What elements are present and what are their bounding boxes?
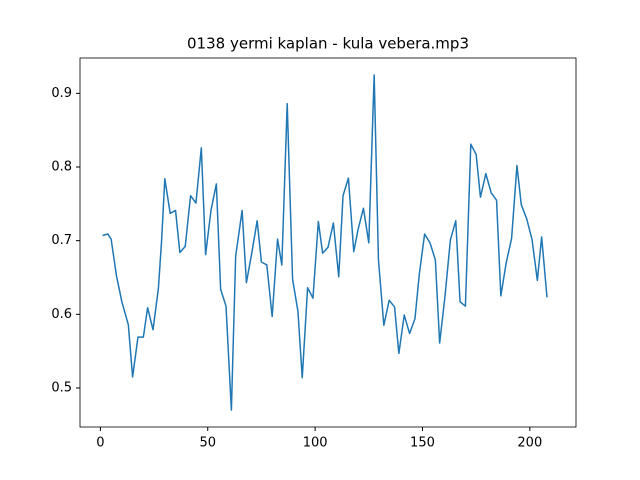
y-tick-label: 0.9 — [51, 86, 72, 101]
chart-title: 0138 yermi kaplan - kula vebera.mp3 — [187, 35, 469, 53]
x-tick-label: 50 — [199, 436, 216, 451]
x-tick-label: 0 — [96, 436, 104, 451]
y-tick-label: 0.6 — [51, 307, 72, 322]
x-tick-label: 100 — [303, 436, 328, 451]
y-tick-label: 0.7 — [51, 233, 72, 248]
y-tick-label: 0.8 — [51, 160, 72, 175]
x-tick-label: 150 — [410, 436, 435, 451]
line — [102, 74, 548, 411]
x-tick-label: 200 — [517, 436, 542, 451]
plot-frame — [79, 57, 577, 428]
y-tick-label: 0.5 — [51, 380, 72, 395]
